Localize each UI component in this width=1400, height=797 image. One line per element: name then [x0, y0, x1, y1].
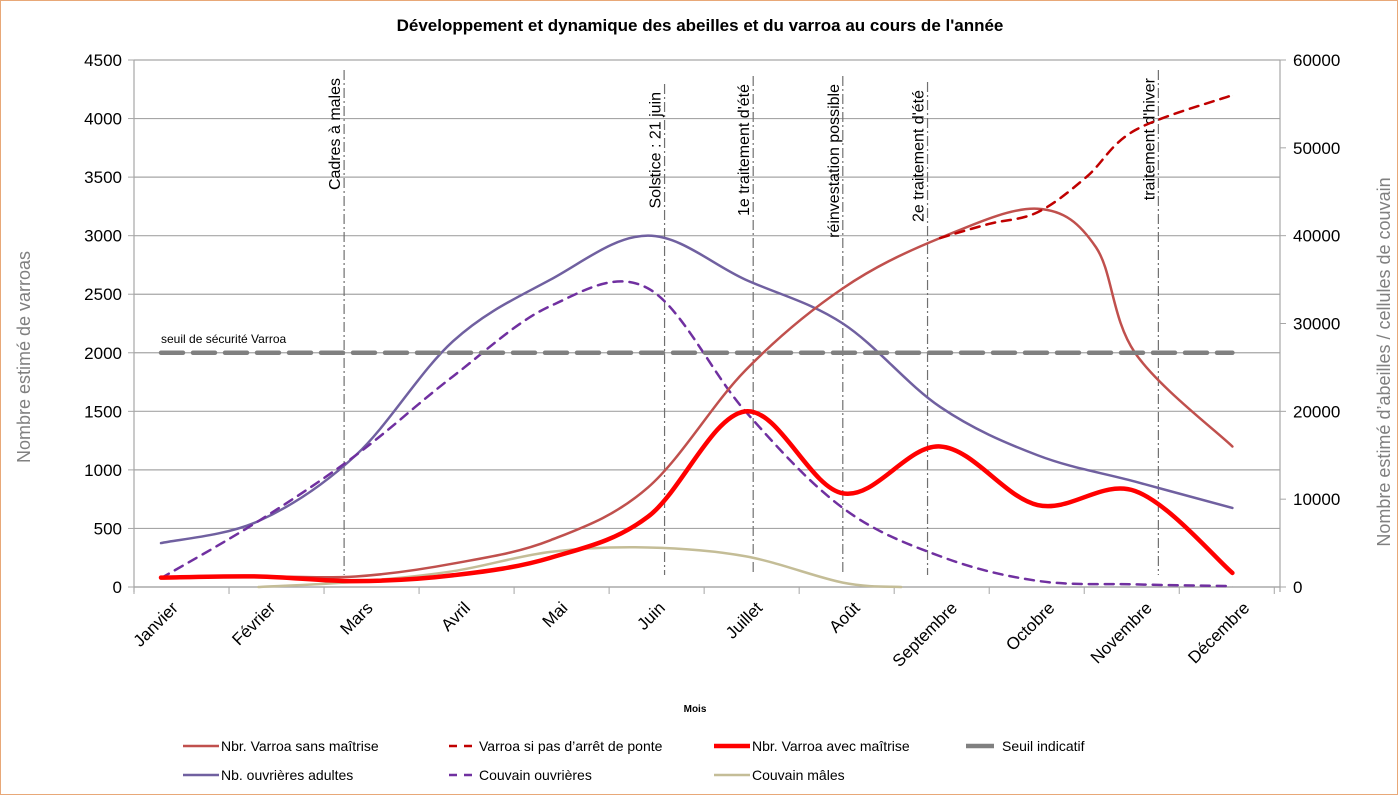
legend-item: Seuil indicatif	[966, 738, 1085, 754]
legend-item: Nb. ouvrières adultes	[183, 767, 353, 783]
threshold-annotation: seuil de sécurité Varroa	[161, 332, 287, 346]
chart-title: Développement et dynamique des abeilles …	[397, 16, 1004, 35]
legend-label: Nbr. Varroa sans maîtrise	[221, 738, 379, 754]
y-tick-label: 1000	[84, 461, 122, 480]
y-tick-label: 2000	[84, 344, 122, 363]
legend-label: Couvain ouvrières	[479, 767, 592, 783]
y2-tick-label: 40000	[1293, 227, 1340, 246]
y2-tick-label: 0	[1293, 578, 1302, 597]
x-tick-label: Septembre	[889, 598, 961, 670]
x-tick-label: Août	[825, 598, 863, 636]
series-line-nb-ouvrieres-adultes	[159, 234, 1234, 545]
series-group	[158, 93, 1235, 589]
legend: Nbr. Varroa sans maîtrise Varroa si pas d…	[183, 738, 1085, 783]
y-tick-label: 3500	[84, 168, 122, 187]
x-tick-label: Avril	[437, 598, 474, 635]
vertical-marker-label: Cadres à males	[327, 78, 344, 190]
y-axis-title: Nombre estimé de varroas	[14, 251, 34, 463]
vertical-markers: Cadres à males Solstice : 21 juin 1e trait…	[327, 70, 1159, 575]
x-tick-label: Mars	[336, 598, 376, 638]
x-axis-title: Mois	[684, 704, 707, 715]
x-tick-label: Janvier	[130, 598, 182, 650]
gridlines	[134, 59, 1280, 588]
legend-item: Nbr. Varroa sans maîtrise	[183, 738, 379, 754]
legend-item: Couvain mâles	[714, 767, 845, 783]
vertical-marker-label: réinvestation possible	[826, 84, 843, 238]
y-tick-label: 0	[113, 578, 122, 597]
vertical-marker-label: traitement d'hiver	[1141, 77, 1158, 200]
legend-item: Nbr. Varroa avec maîtrise	[714, 738, 910, 754]
y2-tick-label: 20000	[1293, 402, 1340, 421]
x-tick-label: Juin	[633, 598, 668, 633]
y-tick-label: 4000	[84, 110, 122, 129]
y-tick-label: 1500	[84, 402, 122, 421]
legend-label: Nb. ouvrières adultes	[221, 767, 353, 783]
x-tick-label: Février	[228, 598, 279, 649]
x-tick-label: Octobre	[1002, 598, 1058, 654]
series-line-nbr-varroa-sans-maitrise	[159, 207, 1234, 579]
y-tick-label: 2500	[84, 285, 122, 304]
vertical-marker-label: Solstice : 21 juin	[648, 92, 665, 209]
legend-label: Couvain mâles	[752, 767, 845, 783]
x-tick-label: Novembre	[1087, 598, 1156, 667]
vertical-marker-label: 2e traitement d'été	[911, 90, 928, 222]
series-line-couvain-ouvrieres	[159, 280, 1234, 588]
legend-label: Seuil indicatif	[1002, 738, 1085, 754]
y2-tick-label: 60000	[1293, 51, 1340, 70]
vertical-marker-label: 1e traitement d'été	[736, 84, 753, 216]
x-tick-label: Juillet	[722, 598, 766, 642]
y-tick-label: 500	[94, 519, 122, 538]
annotations: seuil de sécurité Varroa	[161, 332, 287, 346]
y2-axis-title: Nombre estimé d’abeilles / cellules de c…	[1374, 177, 1394, 546]
y2-tick-label: 10000	[1293, 490, 1340, 509]
y2-tick-label: 30000	[1293, 315, 1340, 334]
legend-item: Couvain ouvrières	[449, 767, 592, 783]
y-tick-label: 4500	[84, 51, 122, 70]
legend-item: Varroa si pas d’arrêt de ponte	[449, 738, 663, 754]
y2-tick-label: 50000	[1293, 139, 1340, 158]
legend-label: Varroa si pas d’arrêt de ponte	[479, 738, 663, 754]
series-line-varroa-si-pas-d-arret-de-ponte	[938, 93, 1234, 240]
legend-label: Nbr. Varroa avec maîtrise	[752, 738, 910, 754]
x-tick-label: Mai	[539, 598, 572, 631]
x-tick-label: Décembre	[1184, 598, 1253, 667]
y-tick-label: 3000	[84, 227, 122, 246]
series-line-nbr-varroa-avec-maitrise	[158, 409, 1235, 584]
